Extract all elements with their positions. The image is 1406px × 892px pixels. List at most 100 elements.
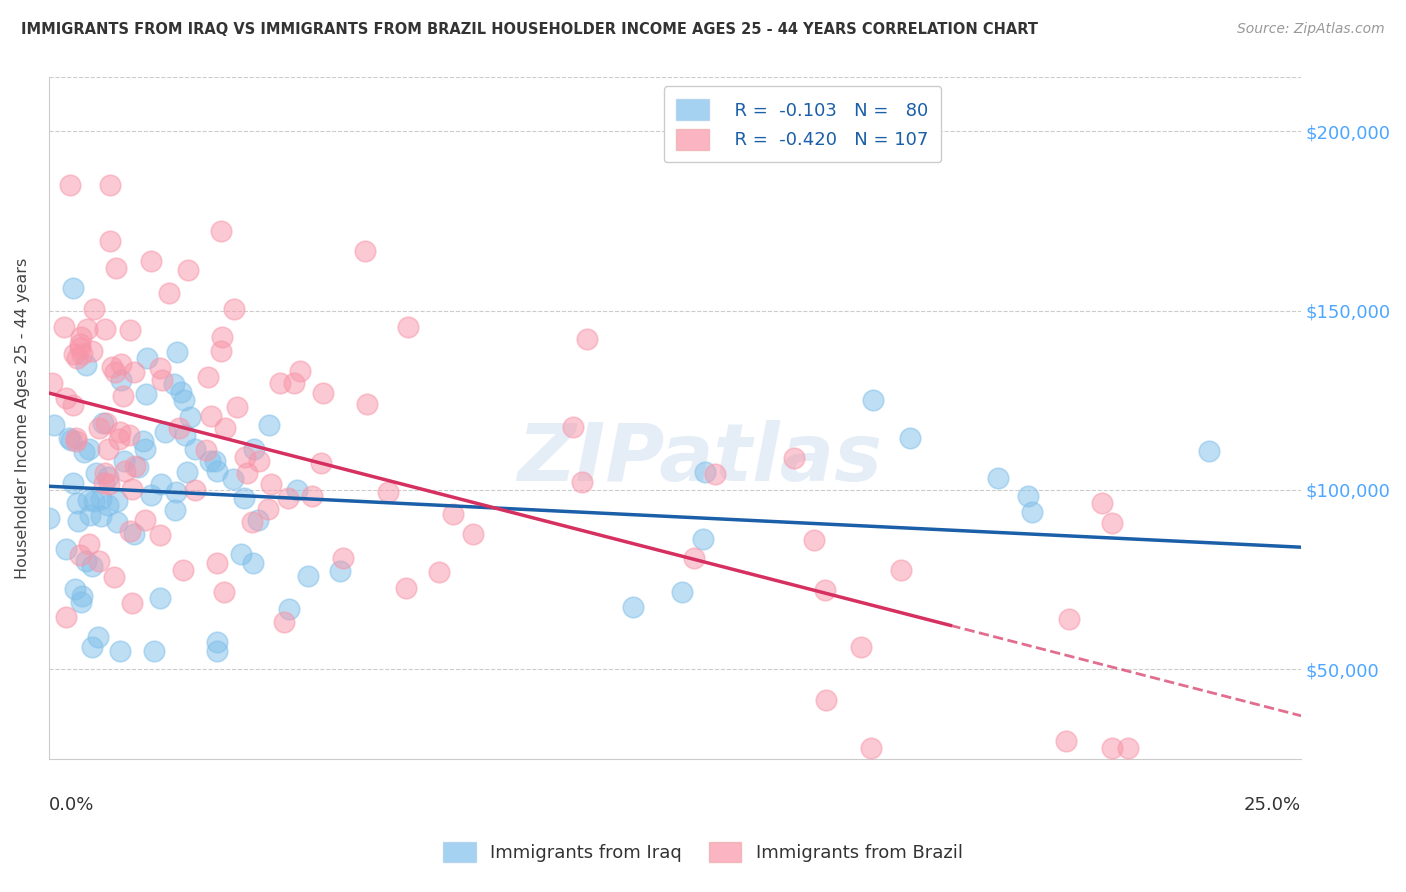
Point — [671, 585, 693, 599]
Point — [134, 513, 156, 527]
Point — [75, 554, 97, 568]
Legend:   R =  -0.103   N =   80,   R =  -0.420   N = 107: R = -0.103 N = 80, R = -0.420 N = 107 — [664, 87, 942, 162]
Point — [84, 466, 107, 480]
Text: IMMIGRANTS FROM IRAQ VS IMMIGRANTS FROM BRAZIL HOUSEHOLDER INCOME AGES 25 - 44 Y: IMMIGRANTS FROM IRAQ VS IMMIGRANTS FROM … — [21, 22, 1038, 37]
Point — [38, 510, 60, 524]
Point — [108, 644, 131, 658]
Point — [257, 417, 280, 432]
Point — [277, 491, 299, 505]
Point — [283, 376, 305, 391]
Text: 0.0%: 0.0% — [49, 797, 94, 814]
Point — [170, 384, 193, 399]
Point — [108, 432, 131, 446]
Point — [73, 445, 96, 459]
Point — [242, 556, 264, 570]
Point — [59, 433, 82, 447]
Point — [1059, 612, 1081, 626]
Point — [118, 524, 141, 538]
Point — [59, 178, 82, 192]
Point — [1021, 505, 1043, 519]
Point — [693, 465, 716, 479]
Point — [112, 389, 135, 403]
Point — [1101, 516, 1123, 530]
Point — [97, 498, 120, 512]
Point — [859, 741, 882, 756]
Point — [63, 582, 86, 597]
Point — [1017, 489, 1039, 503]
Point — [110, 357, 132, 371]
Point — [441, 507, 464, 521]
Point — [150, 373, 173, 387]
Point — [66, 351, 89, 365]
Point — [135, 351, 157, 365]
Point — [205, 464, 228, 478]
Point — [198, 454, 221, 468]
Point — [79, 508, 101, 522]
Point — [163, 377, 186, 392]
Point — [98, 234, 121, 248]
Point — [76, 322, 98, 336]
Point — [166, 345, 188, 359]
Text: ZIPatlas: ZIPatlas — [517, 420, 883, 498]
Point — [62, 476, 84, 491]
Point — [121, 596, 143, 610]
Point — [273, 615, 295, 630]
Point — [427, 566, 450, 580]
Point — [122, 526, 145, 541]
Point — [70, 347, 93, 361]
Point — [179, 410, 201, 425]
Point — [82, 343, 104, 358]
Point — [621, 599, 644, 614]
Point — [377, 484, 399, 499]
Point — [80, 559, 103, 574]
Point — [183, 442, 205, 456]
Point — [240, 515, 263, 529]
Point — [110, 374, 132, 388]
Point — [65, 431, 87, 445]
Point — [62, 347, 84, 361]
Point — [157, 285, 180, 300]
Point — [127, 459, 149, 474]
Point — [135, 387, 157, 401]
Text: Source: ZipAtlas.com: Source: ZipAtlas.com — [1237, 22, 1385, 37]
Point — [66, 514, 89, 528]
Point — [134, 442, 156, 456]
Point — [96, 416, 118, 430]
Point — [229, 548, 252, 562]
Point — [70, 589, 93, 603]
Point — [114, 464, 136, 478]
Point — [814, 693, 837, 707]
Point — [167, 421, 190, 435]
Point — [41, 376, 63, 391]
Point — [226, 401, 249, 415]
Point — [93, 475, 115, 490]
Point — [58, 431, 80, 445]
Point — [93, 466, 115, 480]
Point — [89, 420, 111, 434]
Point — [98, 477, 121, 491]
Point — [139, 488, 162, 502]
Point — [356, 397, 378, 411]
Point — [463, 527, 485, 541]
Point — [104, 260, 127, 275]
Point — [69, 341, 91, 355]
Point — [396, 320, 419, 334]
Point — [184, 483, 207, 498]
Point — [143, 644, 166, 658]
Point — [297, 569, 319, 583]
Point — [150, 476, 173, 491]
Point — [571, 475, 593, 489]
Point — [83, 302, 105, 317]
Point — [69, 595, 91, 609]
Point — [55, 610, 77, 624]
Point — [814, 583, 837, 598]
Point — [214, 421, 236, 435]
Point — [197, 370, 219, 384]
Point — [233, 491, 256, 505]
Point — [149, 591, 172, 605]
Point — [309, 456, 332, 470]
Point — [87, 554, 110, 568]
Point — [172, 563, 194, 577]
Point — [194, 442, 217, 457]
Point — [329, 564, 352, 578]
